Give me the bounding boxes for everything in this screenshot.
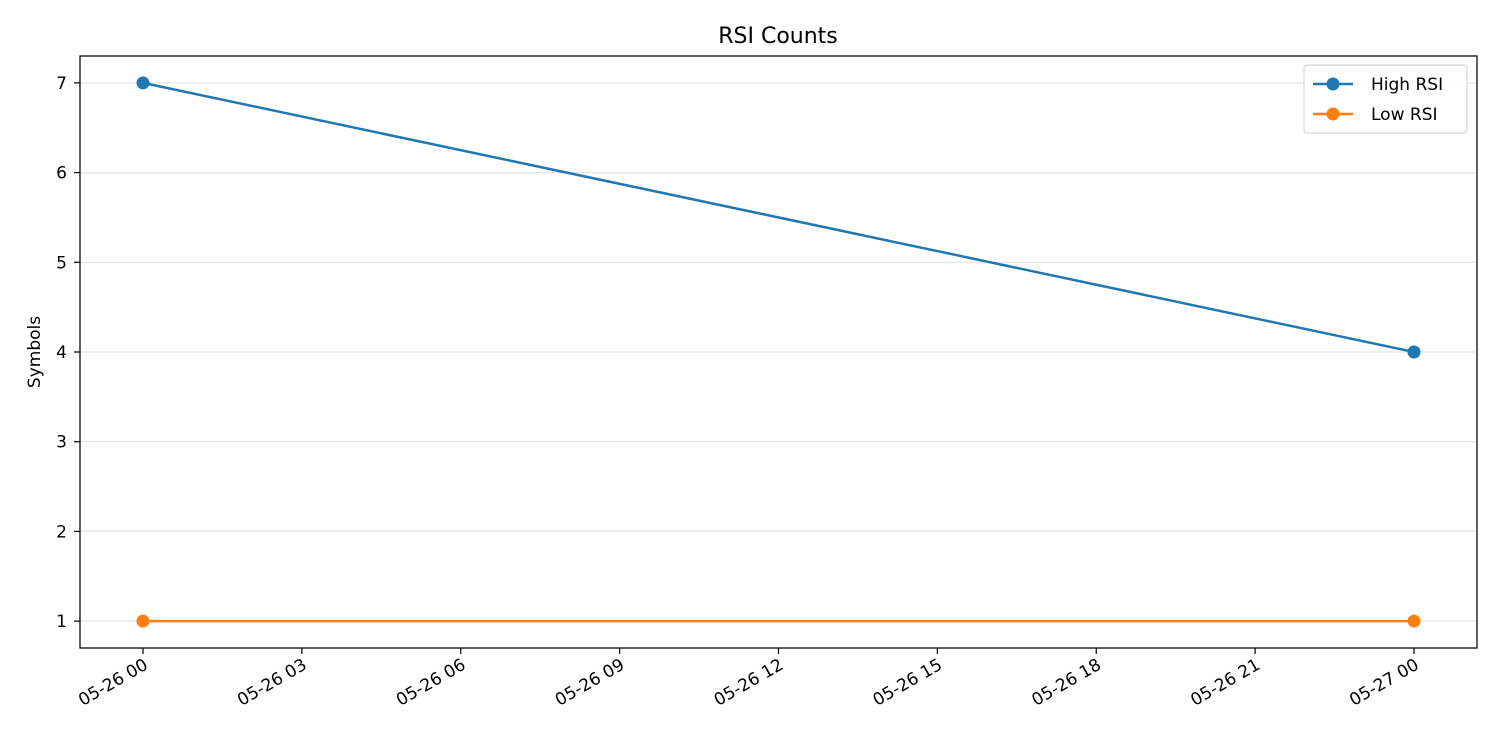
x-tick-label: 05-26 15 bbox=[870, 655, 946, 711]
legend-label-low-rsi: Low RSI bbox=[1371, 105, 1438, 125]
y-tick-label: 3 bbox=[56, 433, 67, 453]
series-line-high-rsi bbox=[142, 81, 1415, 354]
legend-marker-high-rsi bbox=[1326, 77, 1340, 91]
y-tick-label: 6 bbox=[56, 164, 67, 184]
data-point-low-rsi bbox=[136, 614, 150, 628]
x-tick-label: 05-26 18 bbox=[1029, 655, 1105, 711]
x-tick-label: 05-26 21 bbox=[1187, 655, 1263, 711]
legend-marker-low-rsi bbox=[1326, 107, 1340, 121]
grid-lines bbox=[80, 82, 1477, 622]
y-tick-label: 5 bbox=[56, 253, 67, 273]
data-point-low-rsi bbox=[1407, 614, 1421, 628]
legend: High RSI Low RSI bbox=[1303, 64, 1468, 134]
data-point-high-rsi bbox=[136, 76, 150, 90]
x-tick-label: 05-26 03 bbox=[234, 655, 310, 711]
data-point-high-rsi bbox=[1407, 345, 1421, 359]
x-tick-label: 05-27 00 bbox=[1346, 655, 1422, 711]
chart-title: RSI Counts bbox=[718, 24, 838, 49]
x-tick-label: 05-26 00 bbox=[75, 655, 151, 711]
y-axis: 1 2 3 4 5 6 7 bbox=[56, 74, 80, 632]
series-layer bbox=[136, 76, 1421, 628]
y-tick-label: 4 bbox=[56, 343, 67, 363]
y-tick-label: 7 bbox=[56, 74, 67, 94]
x-tick-label: 05-26 12 bbox=[711, 655, 787, 711]
y-tick-label: 2 bbox=[56, 522, 67, 542]
x-tick-label: 05-26 06 bbox=[393, 655, 469, 711]
legend-label-high-rsi: High RSI bbox=[1371, 75, 1443, 95]
y-axis-label: Symbols bbox=[25, 316, 45, 388]
x-tick-label: 05-26 09 bbox=[552, 655, 628, 711]
y-tick-label: 1 bbox=[56, 612, 67, 632]
x-axis: 05-26 00 05-26 03 05-26 06 05-26 09 05-26 12… bbox=[75, 648, 1423, 711]
legend-frame bbox=[1303, 64, 1468, 134]
